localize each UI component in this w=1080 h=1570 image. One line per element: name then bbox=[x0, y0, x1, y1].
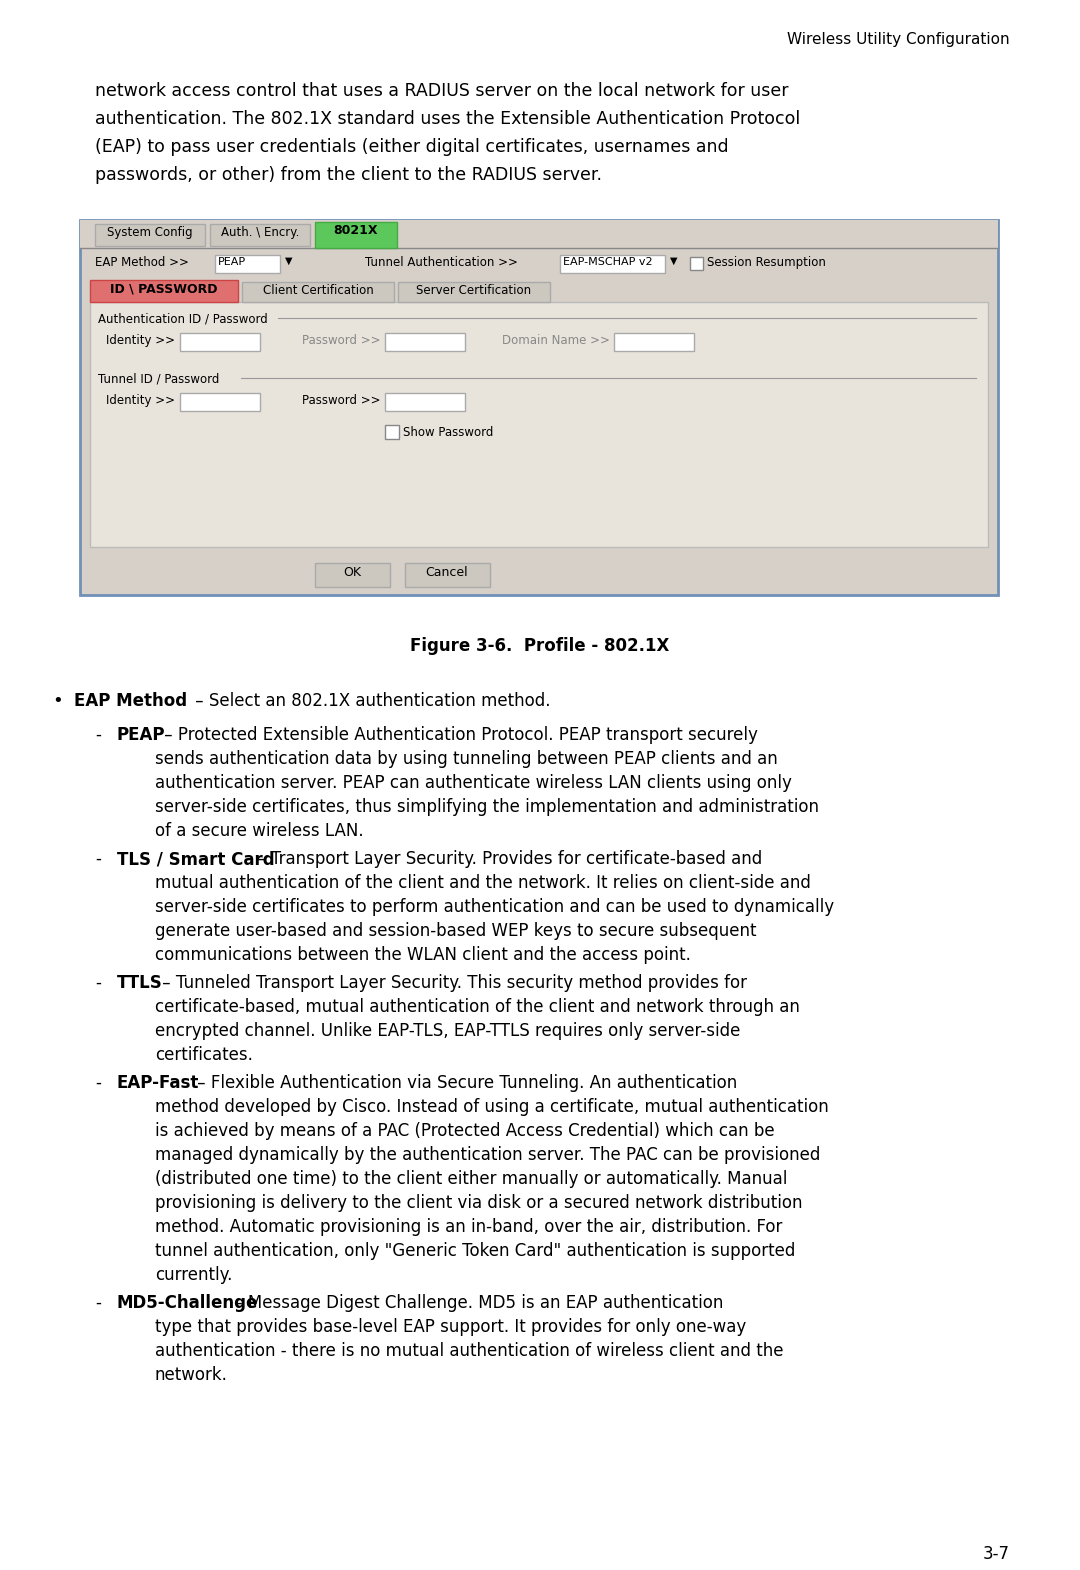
Text: TTLS: TTLS bbox=[117, 973, 163, 992]
Text: type that provides base-level EAP support. It provides for only one-way: type that provides base-level EAP suppor… bbox=[156, 1317, 746, 1336]
Bar bbox=[180, 392, 260, 411]
Text: •: • bbox=[52, 692, 63, 710]
Text: Auth. \ Encry.: Auth. \ Encry. bbox=[220, 226, 299, 239]
Text: Server Certification: Server Certification bbox=[417, 284, 531, 297]
Text: Password >>: Password >> bbox=[301, 334, 380, 347]
Text: authentication server. PEAP can authenticate wireless LAN clients using only: authentication server. PEAP can authenti… bbox=[156, 774, 792, 791]
Text: 3-7: 3-7 bbox=[983, 1545, 1010, 1564]
Text: mutual authentication of the client and the network. It relies on client-side an: mutual authentication of the client and … bbox=[156, 874, 811, 892]
Text: (distributed one time) to the client either manually or automatically. Manual: (distributed one time) to the client eit… bbox=[156, 1170, 787, 1188]
Bar bbox=[90, 301, 988, 546]
Text: EAP Method >>: EAP Method >> bbox=[95, 256, 189, 268]
Bar bbox=[384, 392, 465, 411]
Text: EAP-MSCHAP v2: EAP-MSCHAP v2 bbox=[563, 257, 652, 267]
Bar bbox=[180, 333, 260, 352]
Text: method. Automatic provisioning is an in-band, over the air, distribution. For: method. Automatic provisioning is an in-… bbox=[156, 1218, 782, 1236]
Text: communications between the WLAN client and the access point.: communications between the WLAN client a… bbox=[156, 947, 691, 964]
Text: Identity >>: Identity >> bbox=[106, 394, 175, 407]
Text: -: - bbox=[95, 849, 100, 868]
Text: Authentication ID / Password: Authentication ID / Password bbox=[98, 312, 268, 325]
Text: Show Password: Show Password bbox=[403, 425, 494, 440]
Text: Tunnel Authentication >>: Tunnel Authentication >> bbox=[365, 256, 518, 268]
Text: generate user-based and session-based WEP keys to secure subsequent: generate user-based and session-based WE… bbox=[156, 922, 756, 940]
Text: provisioning is delivery to the client via disk or a secured network distributio: provisioning is delivery to the client v… bbox=[156, 1195, 802, 1212]
Bar bbox=[215, 254, 280, 273]
Bar bbox=[95, 225, 205, 246]
Text: server-side certificates to perform authentication and can be used to dynamicall: server-side certificates to perform auth… bbox=[156, 898, 834, 915]
Text: EAP Method: EAP Method bbox=[75, 692, 187, 710]
Text: passwords, or other) from the client to the RADIUS server.: passwords, or other) from the client to … bbox=[95, 166, 602, 184]
Text: network access control that uses a RADIUS server on the local network for user: network access control that uses a RADIU… bbox=[95, 82, 788, 100]
Text: tunnel authentication, only "Generic Token Card" authentication is supported: tunnel authentication, only "Generic Tok… bbox=[156, 1242, 795, 1261]
Text: PEAP: PEAP bbox=[218, 257, 246, 267]
Text: – Flexible Authentication via Secure Tunneling. An authentication: – Flexible Authentication via Secure Tun… bbox=[192, 1074, 738, 1093]
Text: of a secure wireless LAN.: of a secure wireless LAN. bbox=[156, 823, 364, 840]
Text: OK: OK bbox=[343, 567, 361, 579]
Text: – Select an 802.1X authentication method.: – Select an 802.1X authentication method… bbox=[190, 692, 551, 710]
Text: network.: network. bbox=[156, 1366, 228, 1385]
Text: certificates.: certificates. bbox=[156, 1046, 253, 1064]
Text: managed dynamically by the authentication server. The PAC can be provisioned: managed dynamically by the authenticatio… bbox=[156, 1146, 821, 1163]
Bar bbox=[315, 221, 397, 248]
Bar bbox=[90, 279, 238, 301]
Bar bbox=[399, 283, 550, 301]
Text: sends authentication data by using tunneling between PEAP clients and an: sends authentication data by using tunne… bbox=[156, 750, 778, 768]
Text: method developed by Cisco. Instead of using a certificate, mutual authentication: method developed by Cisco. Instead of us… bbox=[156, 1097, 828, 1116]
Text: ▼: ▼ bbox=[670, 256, 677, 265]
Bar bbox=[315, 564, 390, 587]
Text: MD5-Challenge: MD5-Challenge bbox=[117, 1294, 258, 1313]
Text: -: - bbox=[95, 725, 100, 744]
Text: 8021X: 8021X bbox=[334, 225, 378, 237]
Text: encrypted channel. Unlike EAP-TLS, EAP-TTLS requires only server-side: encrypted channel. Unlike EAP-TLS, EAP-T… bbox=[156, 1022, 741, 1039]
Text: System Config: System Config bbox=[107, 226, 193, 239]
Text: ▼: ▼ bbox=[285, 256, 293, 265]
Text: authentication - there is no mutual authentication of wireless client and the: authentication - there is no mutual auth… bbox=[156, 1342, 783, 1360]
Bar bbox=[384, 425, 399, 440]
Text: – Message Digest Challenge. MD5 is an EAP authentication: – Message Digest Challenge. MD5 is an EA… bbox=[229, 1294, 724, 1313]
Text: is achieved by means of a PAC (Protected Access Credential) which can be: is achieved by means of a PAC (Protected… bbox=[156, 1123, 774, 1140]
Text: -: - bbox=[95, 973, 100, 992]
Text: -: - bbox=[95, 1294, 100, 1313]
Text: Figure 3-6.  Profile - 802.1X: Figure 3-6. Profile - 802.1X bbox=[410, 637, 670, 655]
Text: currently.: currently. bbox=[156, 1265, 232, 1284]
Text: ID \ PASSWORD: ID \ PASSWORD bbox=[110, 283, 218, 295]
Text: (EAP) to pass user credentials (either digital certificates, usernames and: (EAP) to pass user credentials (either d… bbox=[95, 138, 729, 155]
Bar bbox=[242, 283, 394, 301]
Text: Password >>: Password >> bbox=[301, 394, 380, 407]
Text: PEAP: PEAP bbox=[117, 725, 165, 744]
Bar bbox=[384, 333, 465, 352]
Text: EAP-Fast: EAP-Fast bbox=[117, 1074, 200, 1093]
Bar bbox=[80, 220, 998, 248]
Text: server-side certificates, thus simplifying the implementation and administration: server-side certificates, thus simplifyi… bbox=[156, 798, 819, 816]
Bar bbox=[690, 257, 703, 270]
Text: Wireless Utility Configuration: Wireless Utility Configuration bbox=[787, 31, 1010, 47]
Text: certificate-based, mutual authentication of the client and network through an: certificate-based, mutual authentication… bbox=[156, 999, 800, 1016]
Bar bbox=[80, 220, 998, 595]
Text: TLS / Smart Card: TLS / Smart Card bbox=[117, 849, 274, 868]
Text: -: - bbox=[95, 1074, 100, 1093]
Text: – Tunneled Transport Layer Security. This security method provides for: – Tunneled Transport Layer Security. Thi… bbox=[157, 973, 747, 992]
Text: Client Certification: Client Certification bbox=[262, 284, 374, 297]
Text: Domain Name >>: Domain Name >> bbox=[502, 334, 610, 347]
Bar bbox=[405, 564, 490, 587]
Text: Cancel: Cancel bbox=[426, 567, 469, 579]
Text: – Protected Extensible Authentication Protocol. PEAP transport securely: – Protected Extensible Authentication Pr… bbox=[159, 725, 758, 744]
Text: Identity >>: Identity >> bbox=[106, 334, 175, 347]
Text: – Transport Layer Security. Provides for certificate-based and: – Transport Layer Security. Provides for… bbox=[252, 849, 762, 868]
Text: Session Resumption: Session Resumption bbox=[707, 256, 826, 268]
Text: authentication. The 802.1X standard uses the Extensible Authentication Protocol: authentication. The 802.1X standard uses… bbox=[95, 110, 800, 129]
Bar bbox=[561, 254, 665, 273]
Text: Tunnel ID / Password: Tunnel ID / Password bbox=[98, 372, 219, 385]
Bar bbox=[615, 333, 694, 352]
Bar bbox=[210, 225, 310, 246]
